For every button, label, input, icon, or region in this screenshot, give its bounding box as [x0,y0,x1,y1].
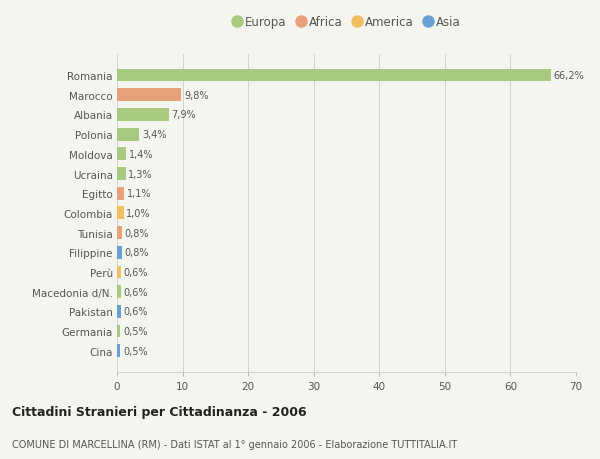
Text: Cittadini Stranieri per Cittadinanza - 2006: Cittadini Stranieri per Cittadinanza - 2… [12,405,307,419]
Text: 0,5%: 0,5% [123,346,148,356]
Text: 0,6%: 0,6% [124,287,148,297]
Bar [117,69,551,82]
Bar [117,89,181,102]
Bar [117,148,126,161]
Legend: Europa, Africa, America, Asia: Europa, Africa, America, Asia [230,13,463,31]
Bar [117,207,124,220]
Text: 7,9%: 7,9% [172,110,196,120]
Bar [117,109,169,122]
Text: 0,8%: 0,8% [125,248,149,258]
Bar [117,266,121,279]
Bar [117,187,124,200]
Bar [117,325,120,338]
Text: 0,6%: 0,6% [124,268,148,277]
Bar [117,305,121,318]
Bar [117,227,122,240]
Bar [117,246,122,259]
Bar [117,129,139,141]
Text: 0,6%: 0,6% [124,307,148,317]
Text: 1,0%: 1,0% [126,208,151,218]
Text: 1,3%: 1,3% [128,169,152,179]
Text: 0,5%: 0,5% [123,326,148,336]
Text: 66,2%: 66,2% [554,71,584,81]
Text: 1,1%: 1,1% [127,189,151,199]
Text: COMUNE DI MARCELLINA (RM) - Dati ISTAT al 1° gennaio 2006 - Elaborazione TUTTITA: COMUNE DI MARCELLINA (RM) - Dati ISTAT a… [12,440,457,449]
Text: 1,4%: 1,4% [129,150,154,159]
Text: 3,4%: 3,4% [142,130,166,140]
Bar [117,285,121,298]
Text: 9,8%: 9,8% [184,90,208,101]
Bar [117,345,120,358]
Text: 0,8%: 0,8% [125,228,149,238]
Bar [117,168,125,180]
